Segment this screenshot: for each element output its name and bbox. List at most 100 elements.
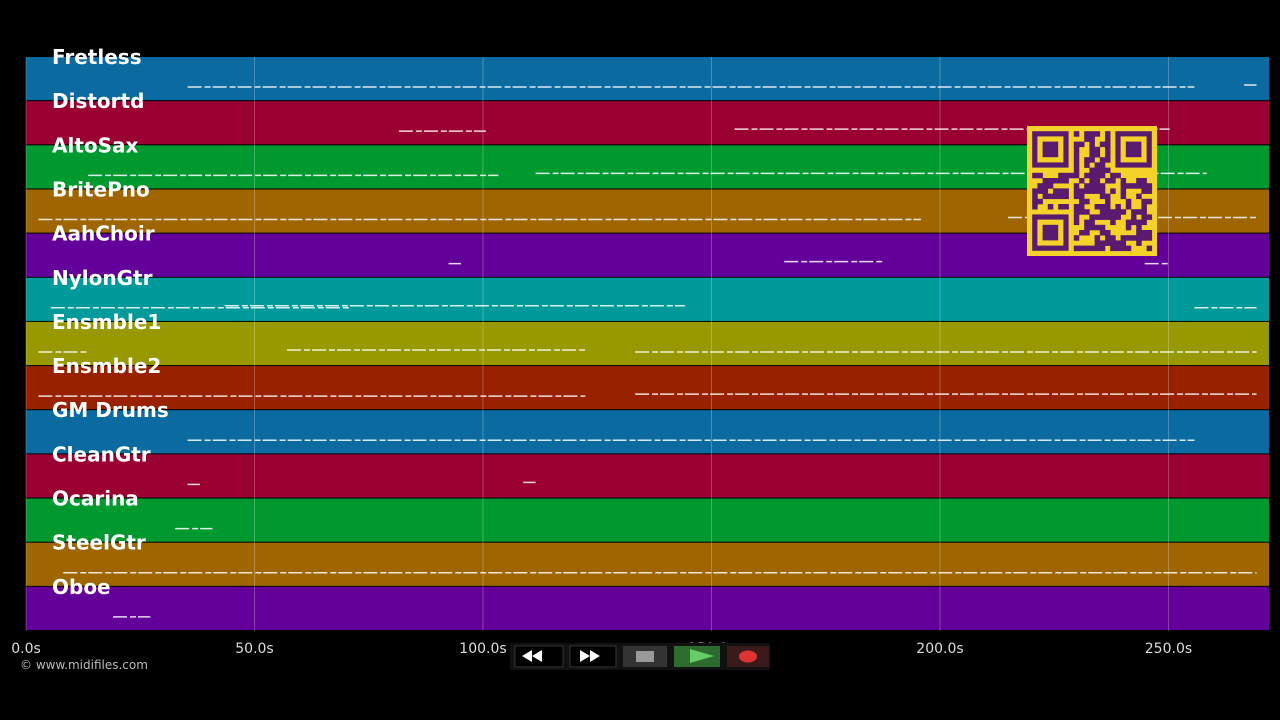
qr-module xyxy=(1084,224,1090,231)
qr-module xyxy=(1037,188,1043,194)
qr-module xyxy=(1141,209,1147,215)
qr-module xyxy=(1120,178,1127,184)
qr-module xyxy=(1073,204,1080,210)
qr-module xyxy=(1032,198,1038,205)
track-name: Fretless xyxy=(52,45,142,69)
track-name: CleanGtr xyxy=(52,442,151,466)
qr-module xyxy=(1058,193,1064,200)
qr-module xyxy=(1079,193,1085,200)
qr-module xyxy=(1099,245,1106,252)
track-row xyxy=(26,366,1269,410)
qr-module xyxy=(1141,204,1147,210)
qr-module xyxy=(1110,214,1116,220)
copyright: © www.midifiles.com xyxy=(20,658,148,672)
qr-module xyxy=(1073,162,1080,168)
qr-module xyxy=(1084,183,1090,189)
qr-module xyxy=(1058,188,1064,194)
qr-module xyxy=(1084,245,1090,252)
qr-module xyxy=(1110,209,1116,215)
qr-module xyxy=(1058,204,1064,210)
qr-module xyxy=(1079,178,1085,184)
qr-module xyxy=(1042,193,1049,200)
track-name: Ensmble1 xyxy=(52,310,161,334)
qr-module xyxy=(1146,235,1153,241)
qr-module xyxy=(1073,219,1080,226)
qr-finder xyxy=(1125,141,1142,158)
qr-module xyxy=(1032,188,1038,194)
rewind-button[interactable] xyxy=(514,645,564,668)
qr-module xyxy=(1089,167,1095,174)
tick-label: 100.0s xyxy=(459,641,506,657)
qr-module xyxy=(1089,178,1095,184)
forward-button[interactable] xyxy=(569,645,617,668)
qr-module xyxy=(1115,240,1121,246)
stop-button[interactable] xyxy=(623,646,667,667)
qr-module xyxy=(1053,178,1059,184)
qr-module xyxy=(1047,204,1054,210)
notes xyxy=(38,84,1257,618)
qr-module xyxy=(1099,193,1106,200)
qr-module xyxy=(1089,172,1095,179)
qr-module xyxy=(1073,152,1080,158)
track-row xyxy=(26,498,1269,542)
qr-module xyxy=(1136,219,1142,226)
qr-module xyxy=(1079,141,1085,148)
tick-label: 50.0s xyxy=(235,641,273,657)
qr-module xyxy=(1120,188,1127,194)
qr-module xyxy=(1084,209,1090,215)
track-row xyxy=(26,454,1269,498)
qr-module xyxy=(1115,172,1121,179)
qr-module xyxy=(1073,131,1080,137)
qr-module xyxy=(1141,230,1147,236)
qr-module xyxy=(1099,183,1106,189)
qr-module xyxy=(1063,178,1069,184)
qr-module xyxy=(1084,131,1090,137)
qr-module xyxy=(1125,198,1132,205)
qr-module xyxy=(1073,245,1080,252)
qr-module xyxy=(1099,167,1106,174)
qr-module xyxy=(1094,235,1101,241)
qr-module xyxy=(1110,240,1116,246)
qr-module xyxy=(1141,188,1147,194)
qr-module xyxy=(1089,224,1095,231)
play-button[interactable] xyxy=(674,646,720,667)
qr-module xyxy=(1105,167,1111,174)
track-row xyxy=(26,410,1269,454)
qr-module xyxy=(1125,245,1132,252)
qr-module xyxy=(1099,230,1106,236)
qr-module xyxy=(1094,183,1101,189)
qr-module xyxy=(1073,214,1080,220)
qr-module xyxy=(1141,198,1147,205)
qr-module xyxy=(1094,152,1101,158)
qr-module xyxy=(1063,204,1069,210)
track-row xyxy=(26,586,1269,630)
qr-module xyxy=(1089,141,1095,148)
qr-module xyxy=(1089,245,1095,252)
qr-module xyxy=(1131,235,1137,241)
qr-module xyxy=(1047,178,1054,184)
qr-module xyxy=(1136,209,1142,215)
qr-module xyxy=(1073,167,1080,174)
qr-module xyxy=(1105,141,1111,148)
time-grid xyxy=(25,57,1169,631)
qr-module xyxy=(1141,183,1147,189)
qr-module xyxy=(1141,235,1147,241)
record-button[interactable] xyxy=(727,646,769,667)
qr-module xyxy=(1089,146,1095,153)
qr-module xyxy=(1131,183,1137,189)
qr-module xyxy=(1089,136,1095,142)
qr-module xyxy=(1094,240,1101,246)
qr-module xyxy=(1073,157,1080,163)
qr-module xyxy=(1094,162,1101,168)
qr-module xyxy=(1125,219,1132,226)
qr-module xyxy=(1073,141,1080,148)
qr-module xyxy=(1131,219,1137,226)
track-name: BritePno xyxy=(52,177,150,201)
qr-module xyxy=(1105,230,1111,236)
qr-module xyxy=(1105,204,1111,210)
qr-module xyxy=(1079,245,1085,252)
qr-module xyxy=(1105,157,1111,163)
qr-module xyxy=(1089,214,1095,220)
tick-label: 250.0s xyxy=(1145,641,1192,657)
